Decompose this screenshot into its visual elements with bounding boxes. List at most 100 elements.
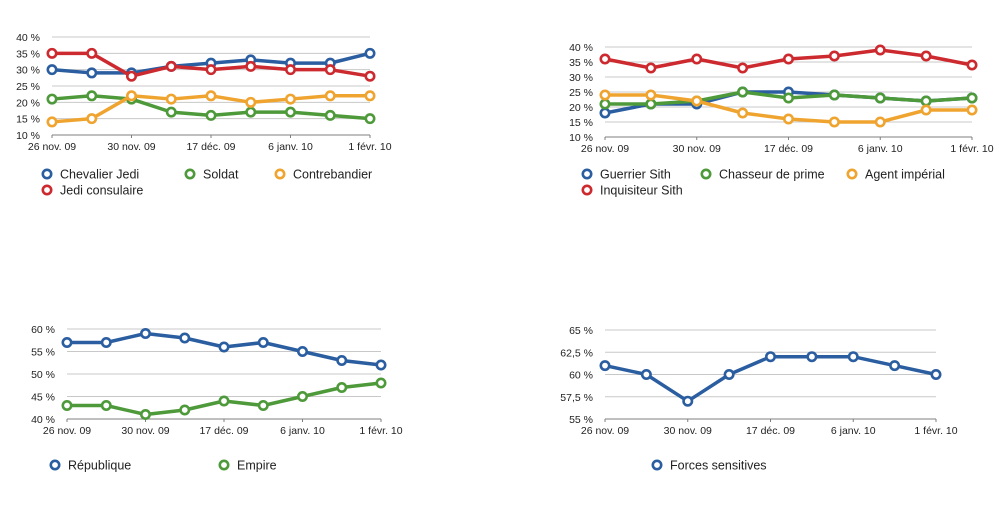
data-point (737, 62, 749, 74)
y-tick-label: 15 % (569, 117, 593, 129)
data-point (599, 53, 611, 65)
data-point (599, 360, 611, 372)
data-point (284, 106, 296, 118)
data-point (920, 95, 932, 107)
data-point (245, 60, 257, 72)
x-tick-label: 17 déc. 09 (186, 141, 235, 153)
legend-label: République (68, 459, 131, 473)
legend-item: Guerrier Sith (581, 168, 671, 182)
x-tick-label: 26 nov. 09 (28, 141, 76, 153)
data-point (296, 390, 308, 402)
legend-item: Empire (218, 459, 277, 473)
legend-label: Chevalier Jedi (60, 168, 139, 182)
x-tick-label: 6 janv. 10 (858, 143, 903, 155)
data-point (691, 95, 703, 107)
legend-label: Forces sensitives (670, 459, 767, 473)
x-tick-label: 30 nov. 09 (121, 425, 169, 437)
x-tick-label: 1 févr. 10 (359, 425, 402, 437)
y-tick-label: 10 % (16, 130, 40, 142)
legend-item: Jedi consulaire (41, 184, 143, 198)
data-point (782, 53, 794, 65)
data-point (100, 336, 112, 348)
x-tick-label: 17 déc. 09 (746, 425, 795, 437)
y-tick-label: 25 % (16, 81, 40, 93)
data-point (165, 60, 177, 72)
data-point (257, 336, 269, 348)
data-point (966, 59, 978, 71)
legend-label: Empire (237, 459, 277, 473)
x-tick-label: 1 févr. 10 (950, 143, 993, 155)
data-point (86, 47, 98, 59)
data-point (847, 351, 859, 363)
x-tick-label: 1 févr. 10 (914, 425, 957, 437)
data-point (165, 93, 177, 105)
data-point (324, 64, 336, 76)
data-point (682, 395, 694, 407)
y-tick-label: 40 % (31, 414, 55, 426)
data-point (782, 113, 794, 125)
x-tick-label: 30 nov. 09 (664, 425, 712, 437)
y-tick-label: 60 % (31, 324, 55, 336)
legend-marker (49, 459, 61, 471)
legend-label: Inquisiteur Sith (600, 184, 683, 198)
y-tick-label: 50 % (31, 369, 55, 381)
data-point (126, 70, 138, 82)
data-point (179, 404, 191, 416)
data-point (645, 89, 657, 101)
x-tick-label: 1 févr. 10 (348, 141, 391, 153)
legend-item: Soldat (184, 168, 239, 182)
data-point (828, 89, 840, 101)
y-tick-label: 57,5 % (560, 392, 593, 404)
data-point (640, 368, 652, 380)
data-point (889, 360, 901, 372)
legend-marker (184, 168, 196, 180)
x-tick-label: 30 nov. 09 (107, 141, 155, 153)
data-point (828, 50, 840, 62)
data-point (364, 70, 376, 82)
data-point (645, 62, 657, 74)
data-point (764, 351, 776, 363)
legend-item: Chevalier Jedi (41, 168, 139, 182)
data-point (100, 399, 112, 411)
legend-marker (218, 459, 230, 471)
legend-marker (846, 168, 858, 180)
y-tick-label: 15 % (16, 114, 40, 126)
x-tick-label: 6 janv. 10 (831, 425, 876, 437)
y-tick-label: 25 % (569, 87, 593, 99)
data-point (966, 92, 978, 104)
legend-marker (651, 459, 663, 471)
data-point (691, 53, 703, 65)
data-point (284, 64, 296, 76)
data-point (324, 109, 336, 121)
x-tick-label: 17 déc. 09 (764, 143, 813, 155)
y-tick-label: 55 % (569, 414, 593, 426)
data-point (179, 332, 191, 344)
data-point (140, 327, 152, 339)
data-point (284, 93, 296, 105)
data-point (737, 86, 749, 98)
data-point (61, 336, 73, 348)
y-tick-label: 65 % (569, 325, 593, 337)
data-point (375, 359, 387, 371)
data-point (245, 106, 257, 118)
legend-item: Agent impérial (846, 168, 945, 182)
chart-1: 10 % 15 % 20 % 25 % 30 % 35 % 40 % 26 nov. 09 30… (16, 32, 392, 198)
legend-item: Inquisiteur Sith (581, 184, 683, 198)
data-point (645, 98, 657, 110)
legend-label: Guerrier Sith (600, 168, 671, 182)
legend-label: Agent impérial (865, 168, 945, 182)
data-point (920, 104, 932, 116)
x-tick-label: 26 nov. 09 (43, 425, 91, 437)
data-point (364, 47, 376, 59)
data-point (364, 113, 376, 125)
data-point (205, 90, 217, 102)
x-tick-label: 30 nov. 09 (673, 143, 721, 155)
y-tick-label: 55 % (31, 347, 55, 359)
data-point (257, 399, 269, 411)
data-point (86, 67, 98, 79)
x-tick-label: 26 nov. 09 (581, 143, 629, 155)
legend-marker (41, 168, 53, 180)
legend-label: Contrebandier (293, 168, 372, 182)
data-point (966, 104, 978, 116)
